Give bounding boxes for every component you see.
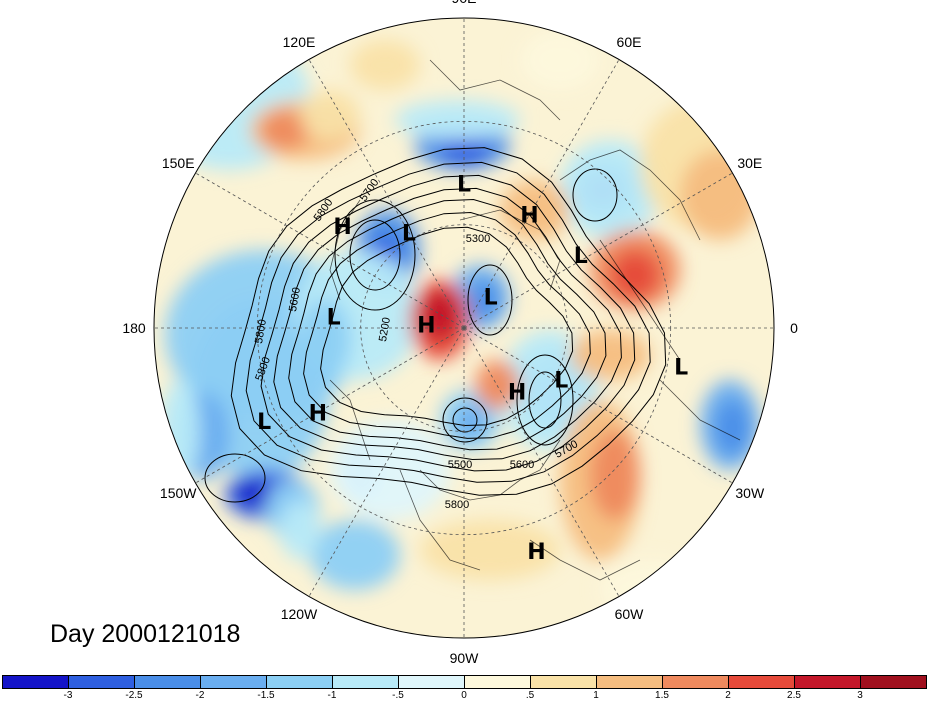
colorbar-swatch <box>596 675 663 689</box>
colorbar-tick-label: -2.5 <box>125 690 143 701</box>
meridian-line <box>195 327 465 484</box>
longitude-label: 150E <box>162 155 195 171</box>
colorbar-swatch <box>662 675 729 689</box>
longitude-label: 0 <box>790 320 798 336</box>
contour-label: 5200 <box>377 316 393 342</box>
colorbar-swatch <box>398 675 465 689</box>
high-pressure-marker: H <box>309 401 327 426</box>
high-pressure-marker: H <box>508 380 526 405</box>
meridian-line <box>463 59 620 329</box>
low-pressure-marker: L <box>327 306 341 331</box>
low-pressure-marker: L <box>674 355 688 380</box>
colorbar-tick-label: -2 <box>195 690 205 701</box>
colorbar-tick-label: -3 <box>63 690 73 701</box>
meridian-line <box>463 327 733 484</box>
colorbar-swatch <box>860 675 927 689</box>
longitude-label: 150W <box>160 485 197 501</box>
longitude-label: 30E <box>737 155 762 171</box>
contour-label: 5600 <box>287 286 303 312</box>
colorbar-swatch <box>134 675 201 689</box>
colorbar-tick-label: 2.5 <box>787 690 801 701</box>
low-pressure-marker: L <box>457 172 471 197</box>
colorbar-tick-label: 1.5 <box>655 690 669 701</box>
high-pressure-marker: H <box>333 215 351 240</box>
colorbar-tick-label: 3 <box>857 690 863 701</box>
colorbar-swatch <box>266 675 333 689</box>
contour-label: 5800 <box>253 318 269 344</box>
high-pressure-marker: H <box>417 314 435 339</box>
longitude-label: 30W <box>735 485 765 501</box>
colorbar-tick-label: -1 <box>327 690 337 701</box>
contour-label: 5800 <box>445 499 469 511</box>
colorbar-swatch <box>794 675 861 689</box>
meridian-line <box>463 172 733 329</box>
contour-label: 5500 <box>448 459 472 471</box>
meridian-line <box>195 172 465 329</box>
longitude-label: 180 <box>122 320 146 336</box>
day-label: Day 2000121018 <box>50 620 241 648</box>
colorbar-swatch <box>530 675 597 689</box>
colorbar-tick-label: -1.5 <box>257 690 275 701</box>
low-pressure-marker: L <box>402 222 416 247</box>
longitude-label: 60E <box>617 34 642 50</box>
longitude-label: 60W <box>615 606 645 622</box>
meridian-line <box>308 327 465 597</box>
colorbar-tick-label: 0 <box>461 690 467 701</box>
colorbar <box>2 675 927 689</box>
meridian-line <box>463 327 620 597</box>
longitude-label: 120W <box>281 606 318 622</box>
colorbar-tick-labels: -3 -2.5 -2 -1.5 -1 -.5 0 .5 1 1.5 2 2.5 3 <box>2 690 926 702</box>
colorbar-swatch <box>728 675 795 689</box>
colorbar-swatch <box>68 675 135 689</box>
contour-label: 5300 <box>466 233 490 245</box>
parallel-circle <box>256 120 672 536</box>
colorbar-tick-label: -.5 <box>392 690 404 701</box>
low-pressure-marker: L <box>554 369 568 394</box>
low-pressure-marker: L <box>484 285 498 310</box>
longitude-label: 120E <box>283 34 316 50</box>
map-boundary <box>153 17 775 639</box>
parallel-circle <box>360 224 568 432</box>
colorbar-tick-label: .5 <box>525 690 535 701</box>
colorbar-tick-label: 2 <box>725 690 731 701</box>
low-pressure-marker: L <box>257 410 271 435</box>
high-pressure-marker: H <box>527 540 545 565</box>
longitude-label: 90E <box>452 0 477 6</box>
colorbar-swatch <box>2 675 69 689</box>
colorbar-swatch <box>332 675 399 689</box>
low-pressure-marker: L <box>574 244 588 269</box>
high-pressure-marker: H <box>520 204 538 229</box>
longitude-label: 90W <box>450 650 480 666</box>
contour-label: 5600 <box>510 459 534 471</box>
colorbar-swatch <box>464 675 531 689</box>
meridian-line <box>308 59 465 329</box>
colorbar-swatch <box>200 675 267 689</box>
colorbar-tick-label: 1 <box>593 690 599 701</box>
